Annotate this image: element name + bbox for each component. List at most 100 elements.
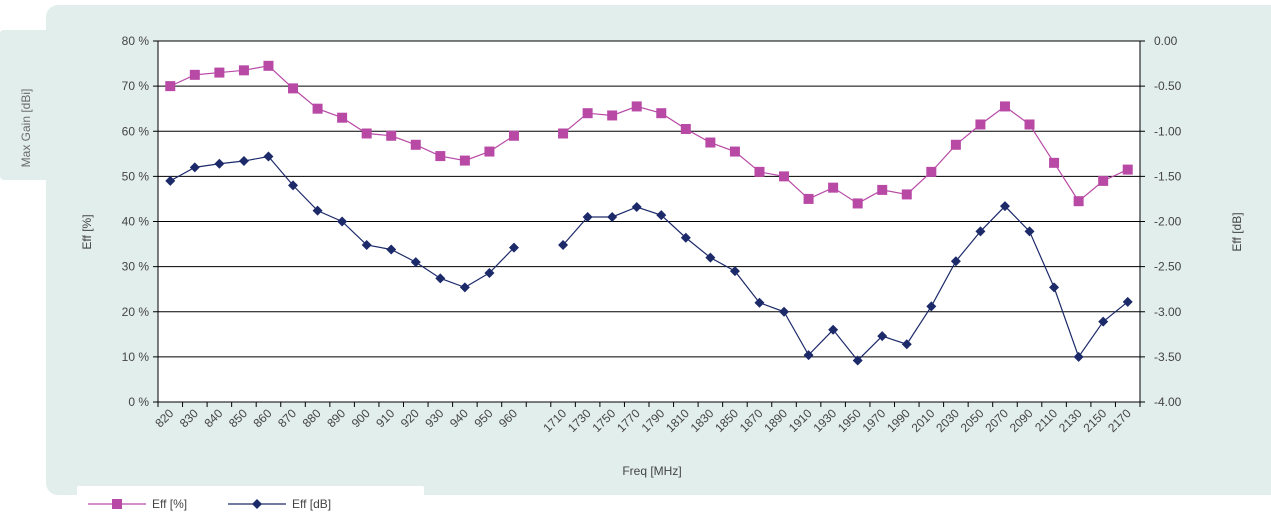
right-tick-label: 0.00: [1154, 34, 1178, 48]
x-tick-label: 1790: [639, 406, 668, 435]
eff-db-legend-marker: [252, 499, 262, 509]
eff-pct-point: [950, 139, 961, 150]
eff-db-point: [337, 216, 348, 227]
eff-pct-point: [1024, 119, 1035, 130]
eff-db-point: [901, 339, 912, 350]
left-tick-label: 20 %: [122, 305, 150, 319]
left-tick-label: 10 %: [122, 350, 150, 364]
eff-pct-legend-marker: [112, 499, 122, 509]
x-tick-label: 1990: [884, 406, 913, 435]
x-tick-label: 820: [152, 406, 176, 430]
x-tick-label: 2070: [982, 406, 1011, 435]
x-tick-label: 1810: [663, 406, 692, 435]
x-tick-label: 830: [177, 406, 201, 430]
x-tick-label: 1750: [590, 406, 619, 435]
eff-db-point: [361, 239, 372, 250]
x-tick-label: 2170: [1105, 406, 1134, 435]
eff-db-point: [165, 175, 176, 186]
eff-db-point: [582, 211, 593, 222]
eff-db-point: [754, 297, 765, 308]
eff-db-point: [656, 210, 667, 221]
eff-db-point: [1024, 226, 1035, 237]
x-tick-label: 1730: [565, 406, 594, 435]
x-tick-label: 1710: [540, 406, 569, 435]
eff-pct-point: [901, 189, 912, 200]
eff-pct-point: [779, 171, 790, 182]
eff-pct-point: [459, 155, 470, 166]
x-tick-label: 2010: [909, 406, 938, 435]
x-tick-label: 910: [373, 406, 397, 430]
x-tick-label: 2150: [1081, 406, 1110, 435]
eff-pct-point: [484, 146, 495, 157]
eff-db-point: [435, 273, 446, 284]
eff-pct-point: [386, 130, 397, 141]
x-tick-label: 870: [275, 406, 299, 430]
left-tick-label: 40 %: [122, 215, 150, 229]
eff-db-point: [410, 257, 421, 268]
eff-pct-point: [435, 151, 446, 162]
eff-db-point: [238, 156, 249, 167]
left-axis-title: Eff [%]: [80, 214, 94, 249]
eff-db-point: [975, 226, 986, 237]
x-tick-label: 850: [226, 406, 250, 430]
eff-db-point: [852, 355, 863, 366]
eff-pct-point: [410, 139, 421, 150]
eff-pct-point: [558, 128, 569, 139]
x-tick-label: 1890: [761, 406, 790, 435]
eff-pct-point: [288, 83, 299, 94]
eff-pct-point: [852, 198, 863, 209]
x-tick-label: 960: [496, 406, 520, 430]
eff-pct-point: [607, 110, 618, 121]
eff-pct-legend-label: Eff [%]: [152, 497, 187, 511]
left-tick-label: 80 %: [122, 34, 150, 48]
eff-pct-point: [337, 112, 348, 123]
eff-db-point: [214, 158, 225, 169]
eff-db-point: [1073, 351, 1084, 362]
eff-db-point: [729, 266, 740, 277]
right-axis-title: Eff [dB]: [1230, 212, 1244, 251]
x-tick-label: 1770: [614, 406, 643, 435]
eff-db-point: [1049, 282, 1060, 293]
x-tick-label: 1910: [786, 406, 815, 435]
x-tick-label: 940: [447, 406, 471, 430]
eff-pct-point: [238, 65, 249, 76]
eff-db-point: [558, 239, 569, 250]
eff-pct-point: [828, 182, 839, 193]
x-tick-label: 2030: [933, 406, 962, 435]
left-tick-label: 0 %: [128, 395, 149, 409]
eff-db-point: [288, 180, 299, 191]
x-tick-label: 2090: [1007, 406, 1036, 435]
x-tick-label: 1830: [688, 406, 717, 435]
right-tick-label: -0.50: [1154, 79, 1182, 93]
eff-db-series-line: [562, 205, 1129, 362]
eff-pct-point: [754, 166, 765, 177]
x-tick-label: 930: [422, 406, 446, 430]
eff-pct-point: [263, 60, 274, 71]
eff-db-point: [386, 244, 397, 255]
eff-db-point: [1098, 316, 1109, 327]
x-tick-label: 1970: [860, 406, 889, 435]
eff-db-point: [877, 331, 888, 342]
eff-db-point: [1122, 296, 1133, 307]
eff-pct-point: [361, 128, 372, 139]
eff-pct-point: [877, 184, 888, 195]
eff-pct-point: [975, 119, 986, 130]
right-tick-label: -2.00: [1154, 215, 1182, 229]
eff-pct-point: [1049, 157, 1060, 168]
x-tick-label: 1850: [712, 406, 741, 435]
eff-db-point: [950, 256, 961, 267]
eff-pct-point: [631, 101, 642, 112]
eff-pct-point: [312, 103, 323, 114]
x-tick-label: 860: [251, 406, 275, 430]
eff-db-point: [607, 211, 618, 222]
eff-pct-point: [926, 166, 937, 177]
x-tick-label: 1870: [737, 406, 766, 435]
eff-db-point: [459, 282, 470, 293]
eff-db-point: [189, 162, 200, 173]
x-tick-label: 920: [398, 406, 422, 430]
eff-db-point: [803, 350, 814, 361]
x-tick-label: 2130: [1056, 406, 1085, 435]
eff-pct-point: [729, 146, 740, 157]
eff-pct-point: [189, 69, 200, 80]
